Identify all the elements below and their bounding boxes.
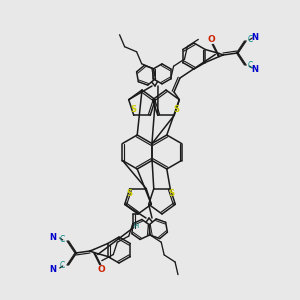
Text: O: O [98, 265, 106, 274]
Text: N: N [251, 32, 258, 41]
Text: S: S [130, 104, 136, 113]
Text: N: N [49, 265, 56, 274]
Text: S: S [126, 190, 132, 199]
Text: C: C [247, 35, 253, 44]
Text: N: N [251, 64, 258, 74]
Text: O: O [207, 35, 215, 44]
Text: H: H [134, 223, 139, 229]
Text: C: C [60, 262, 65, 271]
Text: S: S [173, 104, 179, 113]
Text: C: C [247, 61, 253, 70]
Text: C: C [60, 236, 65, 244]
Text: S: S [168, 190, 174, 199]
Text: N: N [49, 232, 56, 242]
